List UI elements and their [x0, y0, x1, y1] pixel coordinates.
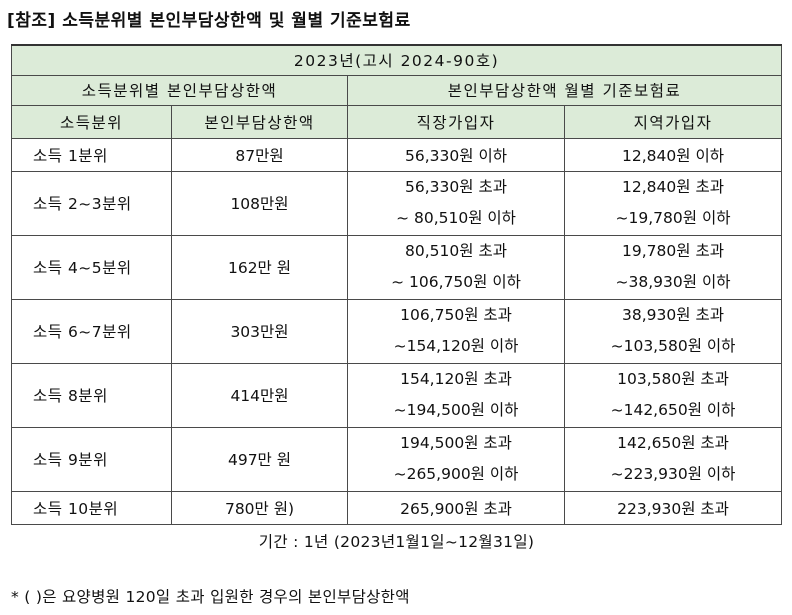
- period-text: 기간 : 1년 (2023년1월1일~12월31일): [11, 523, 782, 558]
- table-row: 소득 2~3분위 108만원 56,330원 초과 ~ 80,510원 이하 1…: [11, 170, 783, 236]
- table-row: 소득 9분위 497만 원 194,500원 초과 ~265,900원 이하 1…: [11, 426, 783, 492]
- regional-premium: 38,930원 초과 ~103,580원 이하: [563, 298, 783, 364]
- group-header-row: 소득분위별 본인부담상한액 본인부담상한액 월별 기준보험료: [11, 74, 783, 106]
- premium-lower: 154,120원 초과: [400, 370, 512, 388]
- regional-premium: 19,780원 초과 ~38,930원 이하: [563, 234, 783, 300]
- col-header-income: 소득분위: [11, 104, 172, 139]
- income-bracket: 소득 8분위: [11, 362, 172, 428]
- employee-premium: 265,900원 초과: [347, 490, 565, 525]
- regional-premium: 12,840원 이하: [563, 137, 783, 172]
- premium-upper: ~ 106,750원 이하: [391, 273, 521, 291]
- cap-amount: 162만 원: [171, 234, 348, 300]
- table-row: 소득 10분위 780만 원) 265,900원 초과 223,930원 초과: [11, 490, 783, 525]
- table-row: 소득 6~7분위 303만원 106,750원 초과 ~154,120원 이하 …: [11, 298, 783, 364]
- year-header: 2023년(고시 2024-90호): [10, 44, 783, 76]
- income-bracket: 소득 2~3분위: [11, 170, 172, 236]
- cap-amount: 780만 원): [171, 490, 348, 525]
- column-header-row: 소득분위 본인부담상한액 직장가입자 지역가입자: [11, 104, 783, 139]
- cap-amount: 87만원: [171, 137, 348, 172]
- premium-lower: 38,930원 초과: [622, 306, 724, 324]
- employee-premium: 106,750원 초과 ~154,120원 이하: [347, 298, 565, 364]
- cap-amount: 497만 원: [171, 426, 348, 492]
- employee-premium: 80,510원 초과 ~ 106,750원 이하: [347, 234, 565, 300]
- income-bracket: 소득 10분위: [11, 490, 172, 525]
- table-row: 소득 1분위 87만원 56,330원 이하 12,840원 이하: [11, 137, 783, 172]
- footnote: * ( )은 요양병원 120일 초과 입원한 경우의 본인부담상한액: [11, 588, 410, 606]
- premium-upper: ~154,120원 이하: [393, 337, 519, 355]
- income-bracket: 소득 9분위: [11, 426, 172, 492]
- cap-amount: 303만원: [171, 298, 348, 364]
- group-header-premium: 본인부담상한액 월별 기준보험료: [346, 74, 783, 106]
- income-bracket: 소득 1분위: [11, 137, 172, 172]
- premium-lower: 19,780원 초과: [622, 242, 724, 260]
- document-title: [참조] 소득분위별 본인부담상한액 및 월별 기준보험료: [7, 11, 411, 31]
- premium-lower: 103,580원 초과: [617, 370, 729, 388]
- premium-upper: ~194,500원 이하: [393, 401, 519, 419]
- cap-amount: 108만원: [171, 170, 348, 236]
- regional-premium: 12,840원 초과 ~19,780원 이하: [563, 170, 783, 236]
- income-bracket: 소득 6~7분위: [11, 298, 172, 364]
- premium-upper: ~223,930원 이하: [610, 465, 736, 483]
- premium-upper: ~38,930원 이하: [615, 273, 731, 291]
- premium-lower: 56,330원 초과: [405, 178, 507, 196]
- regional-premium: 223,930원 초과: [563, 490, 783, 525]
- employee-premium: 194,500원 초과 ~265,900원 이하: [347, 426, 565, 492]
- group-header-cap: 소득분위별 본인부담상한액: [11, 74, 348, 106]
- premium-upper: ~ 80,510원 이하: [396, 209, 516, 227]
- col-header-regional: 지역가입자: [563, 104, 783, 139]
- year-header-row: 2023년(고시 2024-90호): [10, 44, 783, 76]
- col-header-employee: 직장가입자: [347, 104, 565, 139]
- premium-upper: ~103,580원 이하: [610, 337, 736, 355]
- premium-upper: ~19,780원 이하: [615, 209, 731, 227]
- employee-premium: 56,330원 이하: [347, 137, 565, 172]
- premium-lower: 12,840원 초과: [622, 178, 724, 196]
- premium-lower: 142,650원 초과: [617, 434, 729, 452]
- table-row: 소득 8분위 414만원 154,120원 초과 ~194,500원 이하 10…: [11, 362, 783, 428]
- employee-premium: 56,330원 초과 ~ 80,510원 이하: [347, 170, 565, 236]
- period-row: 기간 : 1년 (2023년1월1일~12월31일): [11, 523, 782, 558]
- col-header-cap: 본인부담상한액: [171, 104, 348, 139]
- regional-premium: 142,650원 초과 ~223,930원 이하: [563, 426, 783, 492]
- premium-upper: ~142,650원 이하: [610, 401, 736, 419]
- premium-table: 2023년(고시 2024-90호) 소득분위별 본인부담상한액 본인부담상한액…: [10, 44, 783, 558]
- regional-premium: 103,580원 초과 ~142,650원 이하: [563, 362, 783, 428]
- table-row: 소득 4~5분위 162만 원 80,510원 초과 ~ 106,750원 이하…: [11, 234, 783, 300]
- cap-amount: 414만원: [171, 362, 348, 428]
- premium-lower: 80,510원 초과: [405, 242, 507, 260]
- premium-upper: ~265,900원 이하: [393, 465, 519, 483]
- premium-lower: 106,750원 초과: [400, 306, 512, 324]
- employee-premium: 154,120원 초과 ~194,500원 이하: [347, 362, 565, 428]
- income-bracket: 소득 4~5분위: [11, 234, 172, 300]
- premium-lower: 194,500원 초과: [400, 434, 512, 452]
